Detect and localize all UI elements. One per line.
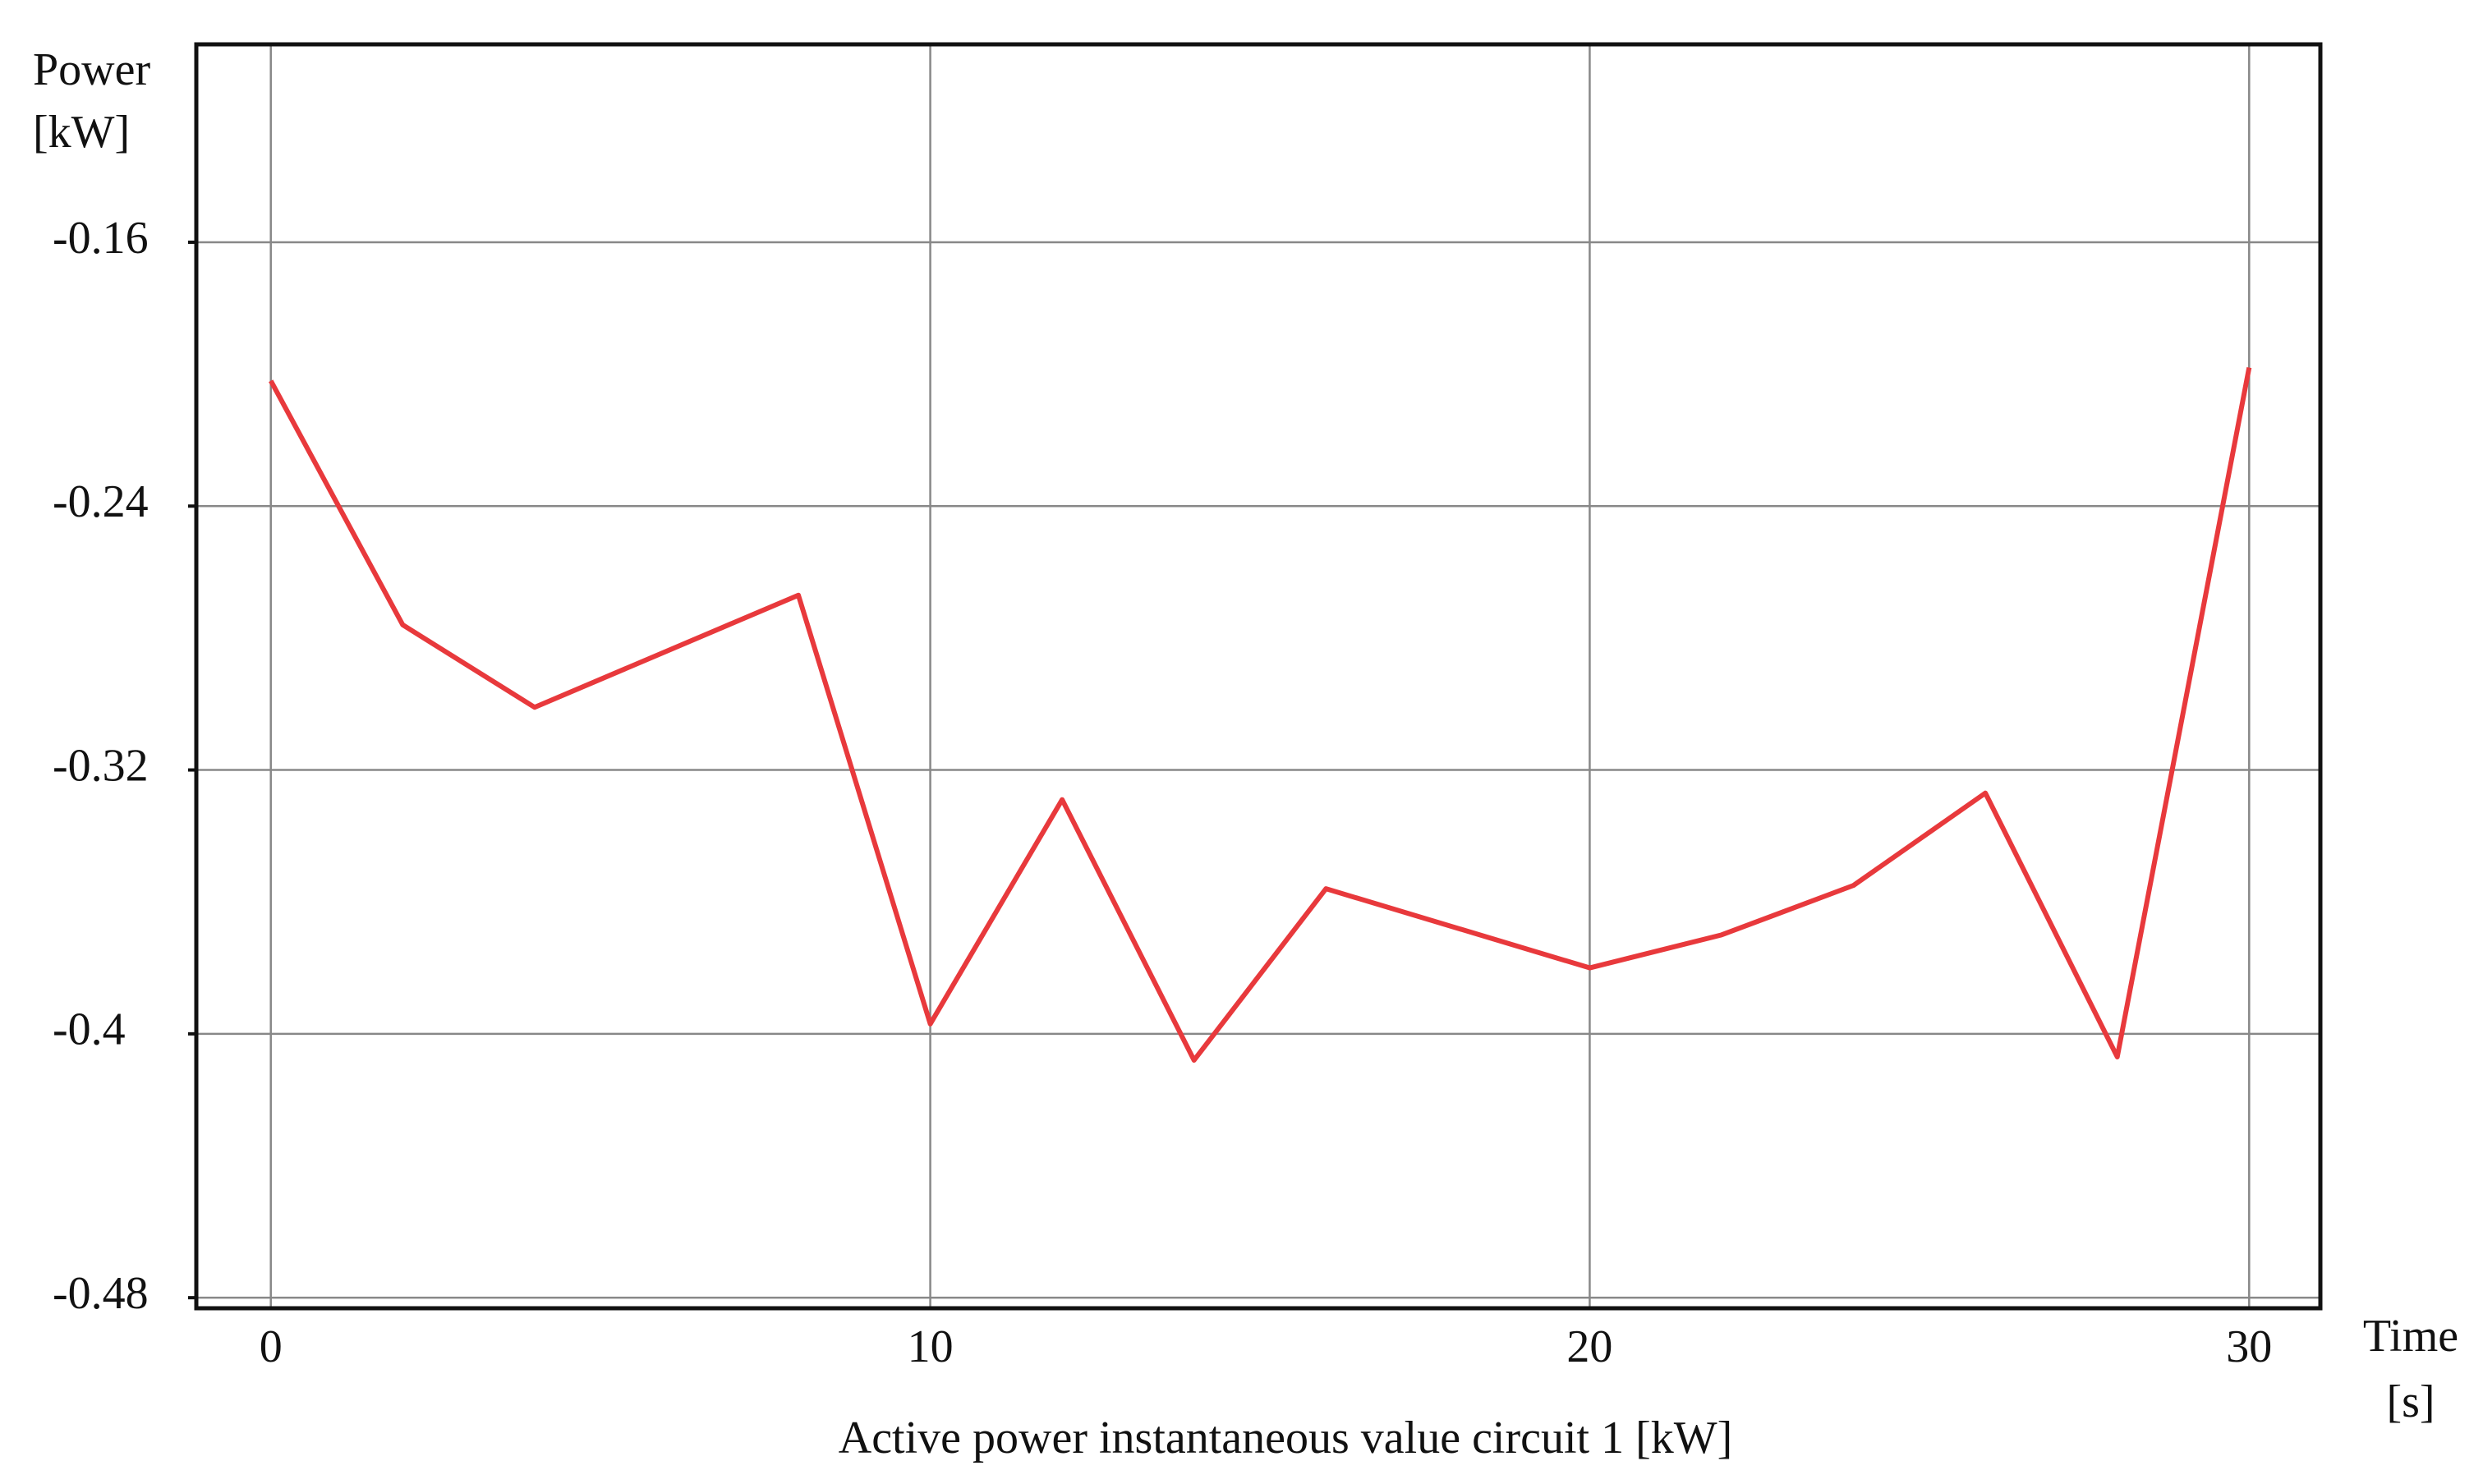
y-tick-label: -0.24 bbox=[53, 476, 149, 527]
y-tick-label: -0.48 bbox=[53, 1268, 149, 1319]
y-axis-label: Power bbox=[33, 44, 150, 95]
y-axis-label: [kW] bbox=[33, 107, 130, 158]
data-line bbox=[269, 367, 2252, 1063]
y-tick-label: -0.4 bbox=[53, 1004, 126, 1055]
chart-title: Active power instantaneous value circuit… bbox=[839, 1413, 1733, 1463]
plot-frame bbox=[194, 42, 2323, 1311]
x-tick-label: 0 bbox=[260, 1321, 283, 1372]
x-axis-label: [s] bbox=[2386, 1376, 2435, 1427]
y-tick-label: -0.16 bbox=[53, 213, 149, 264]
x-tick-label: 30 bbox=[2226, 1321, 2272, 1372]
x-tick-label: 20 bbox=[1566, 1321, 1612, 1372]
x-axis-label: Time bbox=[2363, 1311, 2458, 1362]
y-tick-label: -0.32 bbox=[53, 740, 149, 791]
x-tick-label: 10 bbox=[908, 1321, 954, 1372]
